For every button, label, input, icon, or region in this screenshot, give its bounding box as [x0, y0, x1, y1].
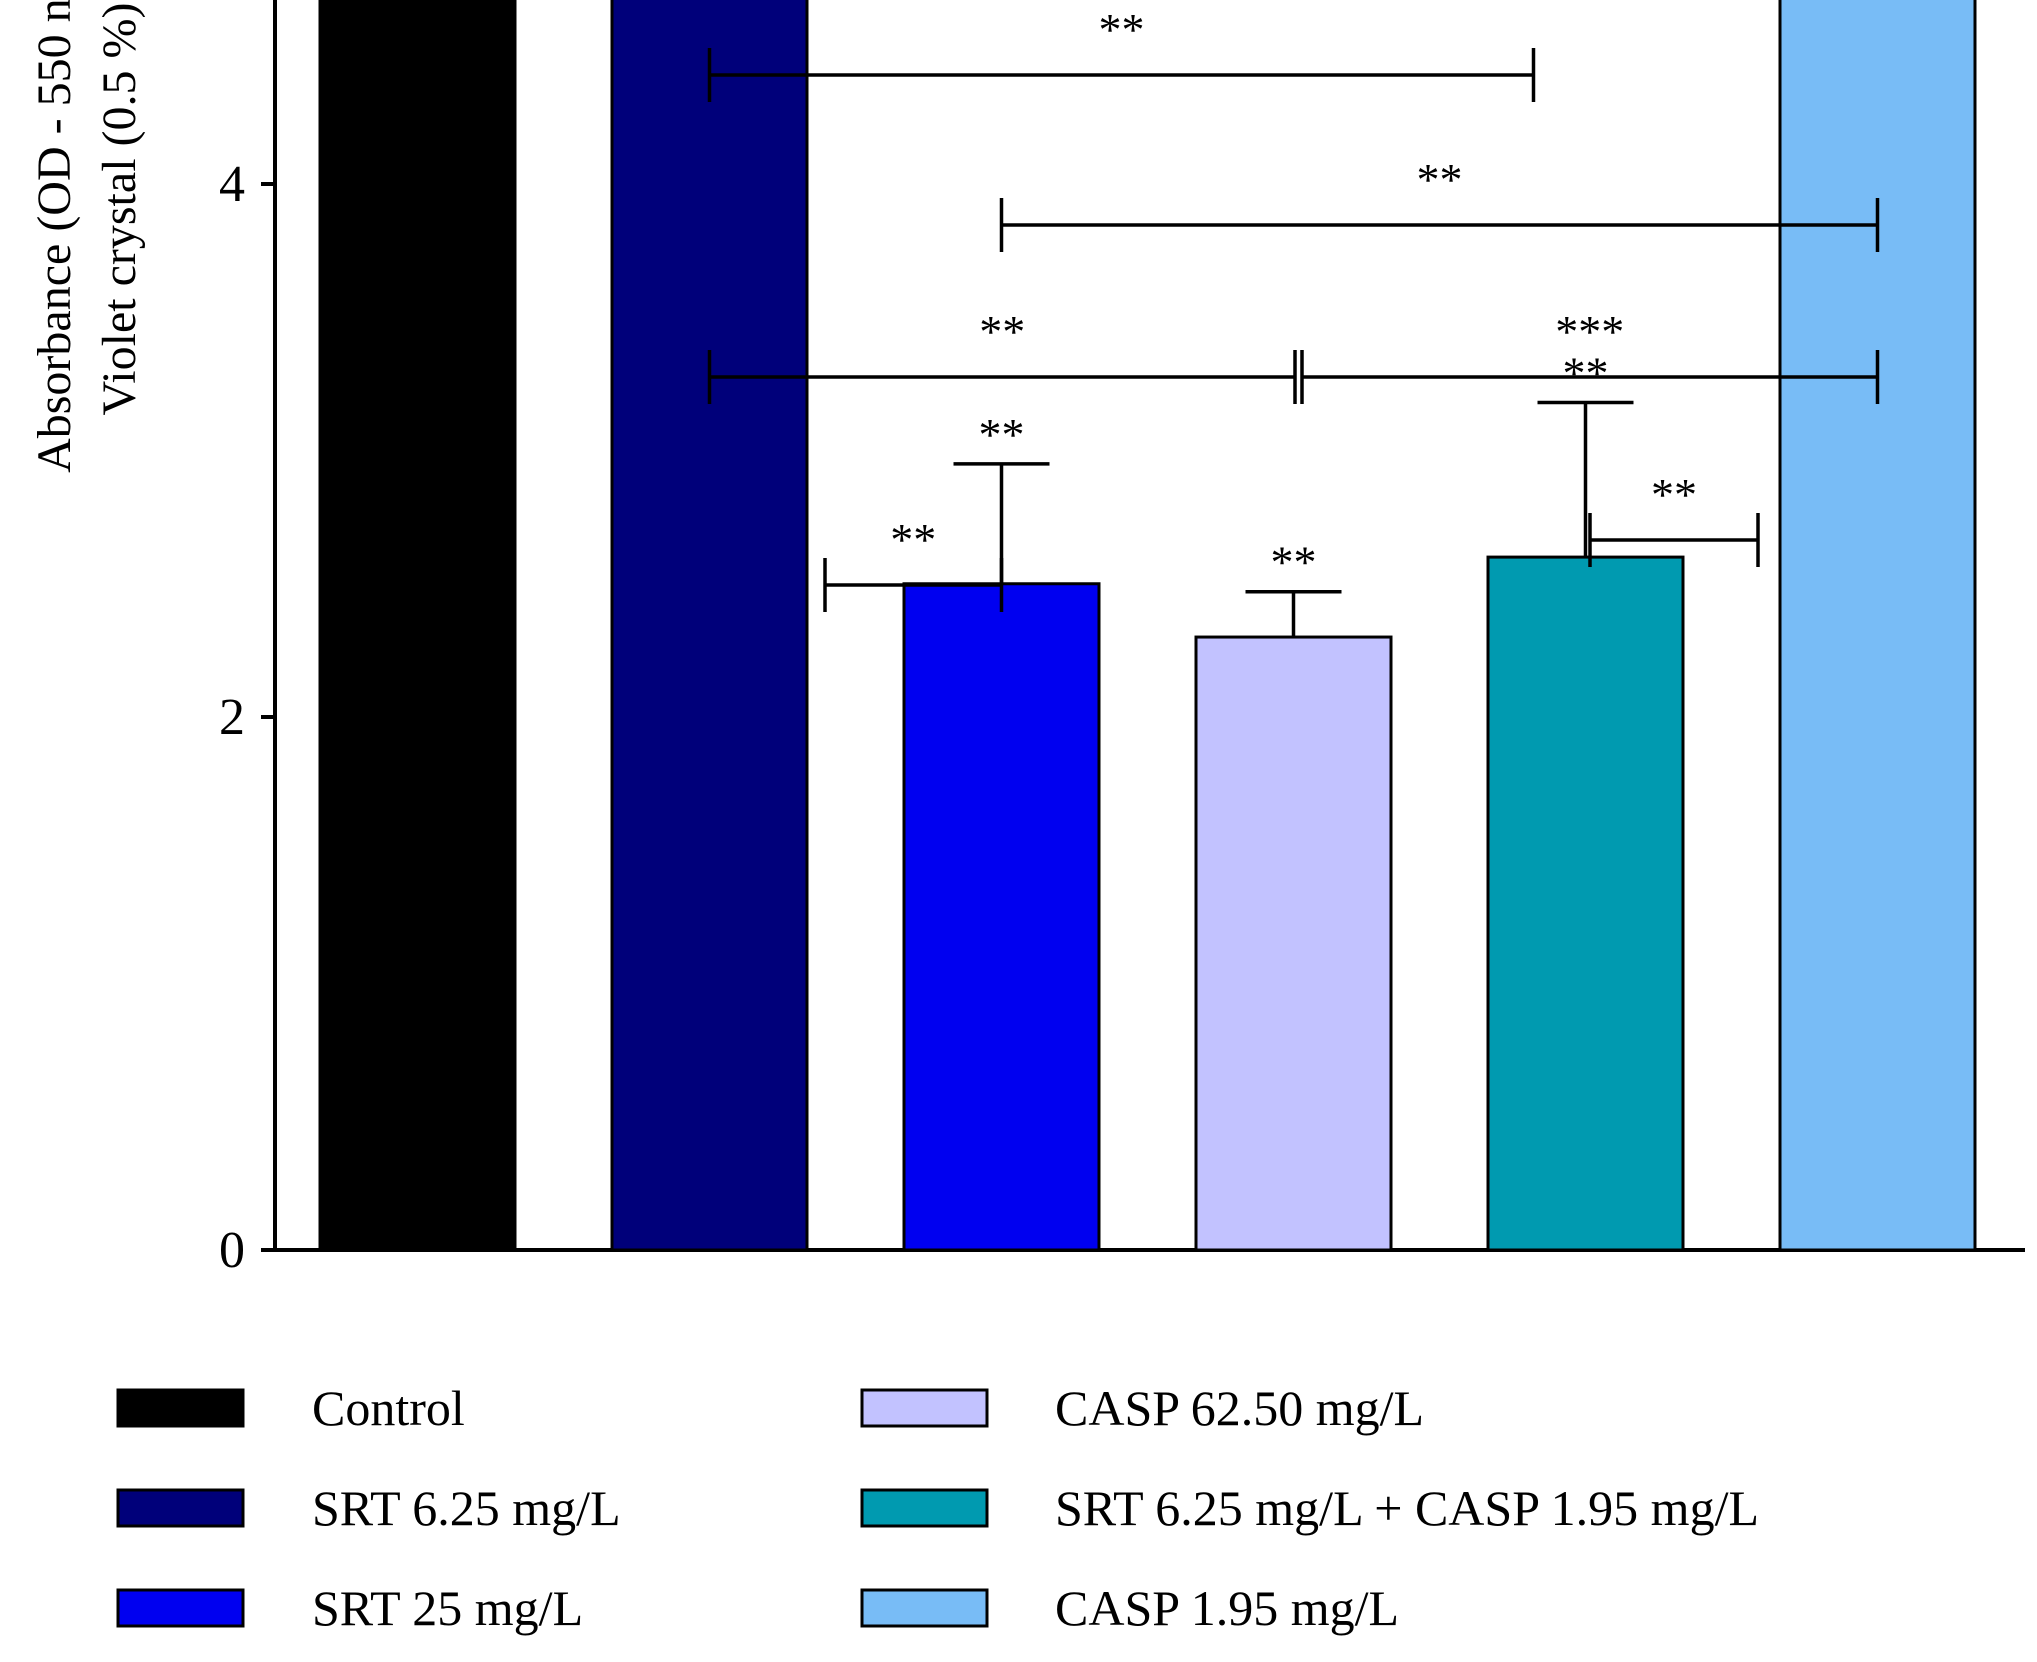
- bar-2: [610, 0, 809, 1252]
- legend-swatch-6: [860, 1588, 989, 1628]
- axes: 02468Absorbance (OD - 550 nm)Violet crys…: [28, 0, 2025, 1279]
- significance-annotations: ************ *******: [707, 4, 1880, 612]
- legend-label-1: Control: [312, 1380, 465, 1436]
- legend-label-3: SRT 25 mg/L: [312, 1580, 583, 1636]
- bar-5: [1486, 555, 1685, 1252]
- legend: Control SRT 6.25 mg/L SRT 25 mg/L CASP 62.5…: [116, 1380, 1759, 1636]
- legend-label-2: SRT 6.25 mg/L: [312, 1480, 621, 1536]
- bars: [318, 0, 1977, 1252]
- bar-6: [1778, 0, 1977, 1252]
- comparison-significance-label: **: [1099, 4, 1145, 55]
- legend-label-5: SRT 6.25 mg/L + CASP 1.95 mg/L: [1055, 1480, 1759, 1536]
- bar-significance-label: **: [1271, 537, 1317, 588]
- comparison-significance-label: ***: [1555, 306, 1624, 357]
- bar-significance-label: **: [979, 409, 1025, 460]
- legend-swatch-5: [860, 1488, 989, 1528]
- comparison-significance-label: **: [1651, 469, 1697, 520]
- legend-swatch-1: [116, 1388, 245, 1428]
- y-axis-title-line-2: Violet crystal (0.5 %): [93, 3, 146, 416]
- comparison-significance-label: **: [1417, 154, 1463, 205]
- y-tick-label: 4: [219, 156, 245, 213]
- legend-swatch-4: [860, 1388, 989, 1428]
- legend-swatch-2: [116, 1488, 245, 1528]
- bar-1: [318, 0, 517, 1252]
- legend-label-6: CASP 1.95 mg/L: [1055, 1580, 1399, 1636]
- bar-3: [902, 582, 1101, 1252]
- legend-label-4: CASP 62.50 mg/L: [1055, 1380, 1424, 1436]
- bar-significance-label: **: [1563, 348, 1609, 399]
- y-tick-label: 0: [219, 1222, 245, 1279]
- y-axis-title-line-1: Absorbance (OD - 550 nm): [28, 0, 81, 473]
- legend-swatch-3: [116, 1588, 245, 1628]
- comparison-significance-label: **: [979, 306, 1025, 357]
- bar-4: [1194, 635, 1393, 1252]
- y-tick-label: 2: [219, 689, 245, 746]
- comparison-significance-label: **: [890, 514, 936, 565]
